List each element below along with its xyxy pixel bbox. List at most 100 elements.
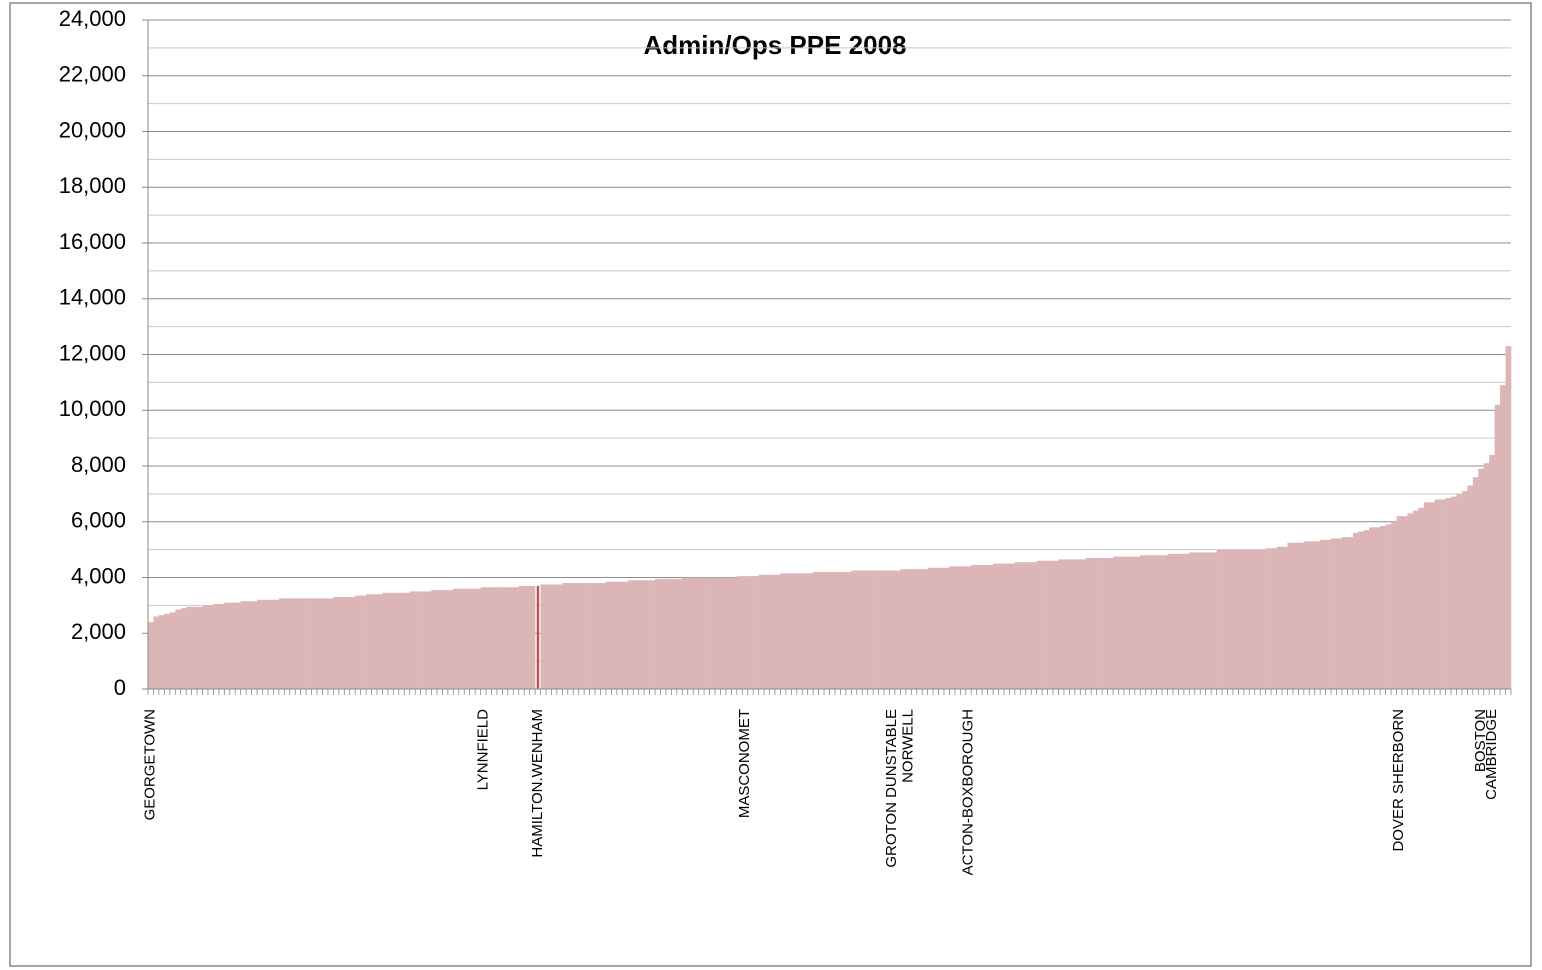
bar [1287, 542, 1294, 689]
bar [987, 564, 994, 689]
bar [834, 571, 841, 689]
chart-border [9, 2, 1532, 967]
bar [578, 583, 585, 689]
bar [218, 603, 225, 689]
bar [207, 605, 214, 689]
bar [1336, 538, 1343, 689]
bar [186, 606, 192, 689]
y-tick-label: 0 [114, 675, 126, 700]
bar [1478, 468, 1485, 689]
bar [878, 570, 885, 689]
bar [916, 569, 923, 689]
bar [1500, 385, 1506, 689]
bar [153, 616, 160, 689]
bar [469, 588, 476, 689]
bar [884, 570, 890, 689]
bar [1292, 542, 1299, 689]
bar [851, 570, 858, 689]
bar [486, 587, 492, 689]
bar [971, 564, 978, 689]
bar [1031, 562, 1037, 689]
bar [1325, 539, 1332, 689]
bar [1183, 553, 1190, 689]
bar [769, 574, 776, 689]
bar [545, 584, 552, 689]
bar [289, 598, 296, 689]
bar [938, 567, 945, 689]
x-tick-label: BOSTON [1472, 709, 1489, 772]
bar [611, 581, 618, 689]
bar [1440, 499, 1446, 689]
bar [1347, 537, 1354, 689]
bar [1189, 552, 1196, 689]
bar [338, 597, 345, 689]
bar [704, 577, 710, 689]
bar [802, 573, 808, 689]
bar [595, 583, 601, 689]
x-tick-label: ACTON-BOXBOROUGH [959, 709, 976, 875]
y-tick-label: 22,000 [59, 62, 126, 87]
bar [693, 577, 699, 689]
x-tick-label: GEORGETOWN [142, 709, 159, 820]
bar [1091, 557, 1097, 689]
bar [676, 578, 683, 689]
bar [251, 601, 258, 689]
bar [649, 580, 656, 689]
bar [1194, 552, 1201, 689]
bar [905, 569, 912, 689]
bar [993, 563, 999, 689]
bar [1374, 527, 1381, 689]
bar [638, 580, 645, 689]
bar [911, 569, 918, 689]
bar [1069, 559, 1076, 689]
bar [1014, 562, 1021, 689]
bar [426, 591, 432, 689]
bar [1172, 553, 1179, 689]
bar [240, 601, 247, 689]
bar [758, 574, 765, 689]
bar [1434, 499, 1441, 689]
x-tick-label: NORWELL [900, 709, 917, 783]
x-tick-label: MASCONOMET [736, 709, 753, 818]
bar [295, 598, 301, 689]
chart-title: Admin/Ops PPE 2008 [644, 30, 907, 60]
bar [1134, 556, 1141, 689]
bar [943, 567, 950, 689]
bar [1025, 562, 1032, 689]
bar [1249, 549, 1256, 689]
bar [349, 597, 356, 689]
bar [1401, 516, 1408, 689]
bar [1391, 521, 1397, 689]
bar [273, 599, 280, 689]
bar [1162, 555, 1168, 689]
bar [1167, 553, 1174, 689]
bar [1505, 346, 1512, 689]
bar [627, 580, 634, 689]
bar [715, 577, 721, 689]
y-tick-label: 12,000 [59, 340, 126, 365]
bar [1341, 537, 1348, 689]
bar [709, 577, 716, 689]
bar [954, 566, 961, 689]
bar [813, 571, 819, 689]
bar [158, 615, 165, 689]
y-tick-label: 18,000 [59, 173, 126, 198]
bar [235, 602, 241, 689]
bar [1451, 496, 1457, 689]
bar [982, 564, 988, 689]
bar [284, 598, 291, 689]
bar [1396, 516, 1403, 689]
bar [169, 612, 176, 689]
bar [491, 587, 498, 689]
bar [1423, 502, 1430, 689]
bar [600, 583, 607, 689]
bar [753, 576, 759, 689]
bar [1063, 559, 1070, 689]
bar [1009, 563, 1016, 689]
bar [829, 571, 836, 689]
bar [998, 563, 1005, 689]
bar [1331, 538, 1337, 689]
bar [344, 597, 351, 689]
bar [1418, 507, 1425, 689]
